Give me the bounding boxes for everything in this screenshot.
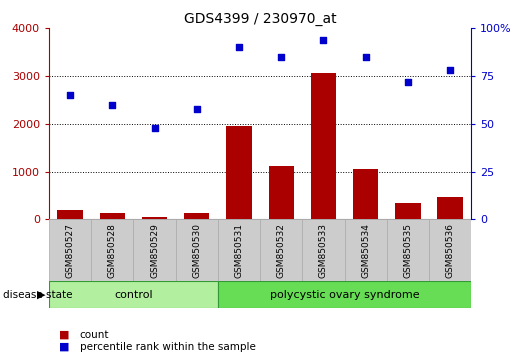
Bar <box>218 281 471 308</box>
Text: GSM850530: GSM850530 <box>192 223 201 278</box>
Bar <box>437 198 463 219</box>
Text: GSM850529: GSM850529 <box>150 223 159 278</box>
Text: GSM850527: GSM850527 <box>65 223 75 278</box>
Text: ▶: ▶ <box>37 290 45 300</box>
Text: polycystic ovary syndrome: polycystic ovary syndrome <box>270 290 419 300</box>
Text: GSM850535: GSM850535 <box>403 223 413 278</box>
Point <box>108 102 116 108</box>
Bar <box>345 219 387 281</box>
Bar <box>387 219 429 281</box>
Text: GSM850531: GSM850531 <box>234 223 244 278</box>
Point <box>277 54 285 60</box>
Title: GDS4399 / 230970_at: GDS4399 / 230970_at <box>184 12 336 26</box>
Point <box>66 92 74 98</box>
Bar <box>302 219 345 281</box>
Bar <box>353 169 379 219</box>
Text: GSM850533: GSM850533 <box>319 223 328 278</box>
Text: GSM850536: GSM850536 <box>445 223 455 278</box>
Bar <box>176 219 218 281</box>
Bar <box>91 219 133 281</box>
Text: ■: ■ <box>59 330 70 339</box>
Bar <box>395 203 421 219</box>
Bar <box>57 210 83 219</box>
Bar <box>184 213 210 219</box>
Point <box>235 45 243 50</box>
Bar <box>142 217 167 219</box>
Text: ■: ■ <box>59 342 70 352</box>
Bar <box>99 213 125 219</box>
Bar <box>429 219 471 281</box>
Point <box>446 68 454 73</box>
Bar <box>311 73 336 219</box>
Text: control: control <box>114 290 152 300</box>
Point <box>319 37 328 42</box>
Bar <box>268 166 294 219</box>
Text: GSM850534: GSM850534 <box>361 223 370 278</box>
Text: GSM850532: GSM850532 <box>277 223 286 278</box>
Point <box>193 106 201 112</box>
Text: disease state: disease state <box>3 290 72 300</box>
Text: percentile rank within the sample: percentile rank within the sample <box>80 342 256 352</box>
Point <box>362 54 370 60</box>
Bar <box>49 281 218 308</box>
Bar <box>260 219 302 281</box>
Bar <box>226 126 252 219</box>
Point <box>150 125 159 131</box>
Text: count: count <box>80 330 109 339</box>
Bar <box>49 219 91 281</box>
Point <box>404 79 412 85</box>
Bar <box>218 219 260 281</box>
Text: GSM850528: GSM850528 <box>108 223 117 278</box>
Bar <box>133 219 176 281</box>
